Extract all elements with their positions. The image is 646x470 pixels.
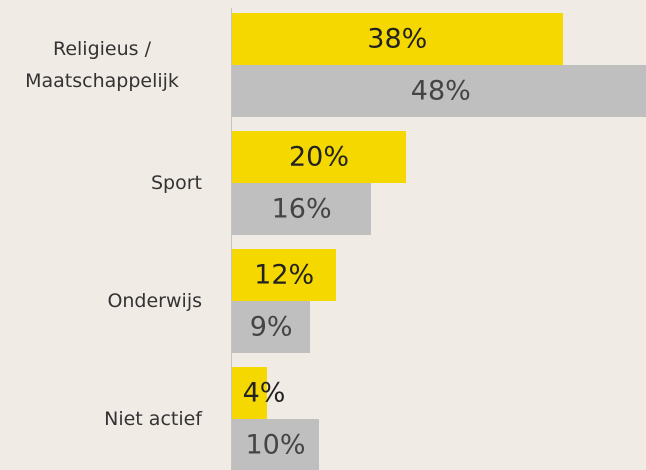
category-label: Onderwijs xyxy=(0,249,202,353)
value-label: 10% xyxy=(245,429,306,461)
value-label: 16% xyxy=(271,193,332,225)
category-text: Niet actief xyxy=(104,408,202,430)
bar xyxy=(232,249,337,301)
bar xyxy=(232,301,311,353)
category-text: Onderwijs xyxy=(107,290,202,312)
value-label: 9% xyxy=(249,311,293,343)
category-text: Sport xyxy=(150,172,202,194)
bar xyxy=(232,419,319,470)
bar xyxy=(232,65,646,117)
value-label: 20% xyxy=(288,141,350,173)
value-label: 38% xyxy=(367,23,428,55)
bar xyxy=(232,13,563,65)
bar xyxy=(232,183,372,235)
bar xyxy=(232,131,406,183)
category-label: Sport xyxy=(0,131,202,235)
category-text: Religieus / Maatschappelijk xyxy=(25,38,179,92)
category-label: Niet actief xyxy=(0,367,202,470)
category-label: Religieus / Maatschappelijk xyxy=(0,13,202,117)
axis-line xyxy=(231,8,232,470)
value-label: 12% xyxy=(254,259,315,291)
bar xyxy=(232,367,267,419)
value-label: 48% xyxy=(410,75,471,107)
value-label: 4% xyxy=(242,377,286,409)
